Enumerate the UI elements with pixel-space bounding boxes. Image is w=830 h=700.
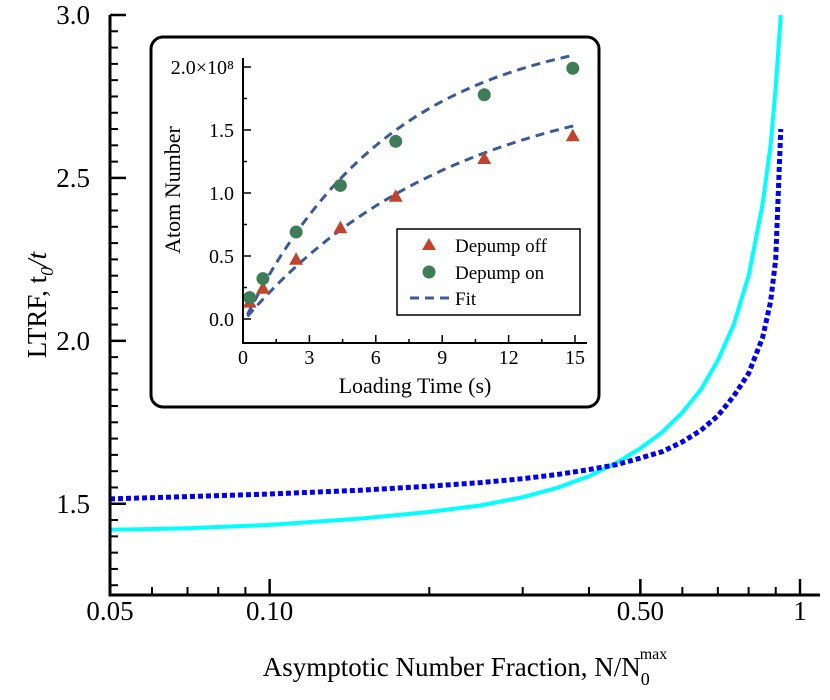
main-x-axis-title: Asymptotic Number Fraction, N/N0 max bbox=[263, 646, 668, 689]
inset-y-tick-label: 1.0 bbox=[209, 183, 234, 205]
inset-x-ticks bbox=[242, 335, 576, 343]
depump-off-point bbox=[333, 220, 348, 234]
fit-curve bbox=[246, 53, 576, 316]
legend-circle-marker bbox=[422, 265, 436, 279]
main-series-lines bbox=[109, 14, 784, 532]
inset-y-ticks bbox=[243, 66, 251, 320]
depump-off-point bbox=[565, 128, 580, 142]
inset-legend: Depump off Depump on Fit bbox=[396, 228, 581, 316]
main-x-axis-title-text: Asymptotic Number Fraction, N/N bbox=[263, 652, 641, 682]
main-x-tick-label: 0.10 bbox=[246, 596, 293, 626]
depump-on-point bbox=[477, 88, 491, 102]
main-y-tick-labels: 1.5 2.0 2.5 3.0 bbox=[56, 0, 90, 519]
inset-x-tick-label: 15 bbox=[565, 347, 585, 369]
main-chart: 0.05 0.10 0.50 1 1.52.02.53.0 Asymptotic Nu… bbox=[22, 0, 820, 689]
inset-y-axis-title: Atom Number bbox=[160, 125, 185, 253]
main-y-axis-title: LTRF, t0/t bbox=[22, 250, 57, 358]
depump-on-point bbox=[566, 61, 580, 75]
inset-x-tick-labels: 0 3 6 9 12 15 bbox=[238, 347, 585, 369]
inset-y-tick-label: 0.5 bbox=[209, 246, 234, 268]
main-x-axis-title-sup: max bbox=[640, 646, 668, 663]
solid-cyan-curve bbox=[109, 14, 783, 532]
dotted-blue-curve bbox=[109, 128, 784, 502]
main-y-tick-label: 2.5 bbox=[56, 163, 90, 193]
inset-x-axis-title: Loading Time (s) bbox=[339, 373, 492, 398]
inset-x-tick-label: 12 bbox=[499, 347, 519, 369]
main-y-axis-title-tail: /t bbox=[22, 250, 52, 269]
main-x-tick-label: 1 bbox=[793, 596, 807, 626]
inset-x-tick-label: 3 bbox=[304, 347, 314, 369]
inset-markers bbox=[242, 61, 580, 308]
inset-y-tick-label: 2.0×10⁸ bbox=[171, 57, 234, 79]
main-y-tick-label: 3.0 bbox=[56, 0, 90, 30]
main-x-tick-labels: 0.05 0.10 0.50 1 bbox=[86, 596, 806, 626]
main-y-tick-label: 1.5 bbox=[56, 489, 90, 519]
depump-on-point bbox=[256, 272, 270, 286]
inset-y-tick-labels: 0.0 0.5 1.0 1.5 2.0×10⁸ bbox=[171, 57, 234, 331]
depump-on-point bbox=[333, 178, 347, 192]
depump-on-point bbox=[289, 225, 303, 239]
depump-off-point bbox=[388, 189, 403, 202]
inset-fit-curves bbox=[246, 53, 576, 318]
main-y-ticks bbox=[110, 13, 126, 587]
fit-curve bbox=[246, 124, 576, 318]
inset-x-tick-label: 6 bbox=[371, 347, 381, 369]
inset-y-tick-label: 1.5 bbox=[209, 120, 234, 142]
legend-triangle-marker bbox=[422, 238, 436, 250]
legend-label-depump-on: Depump on bbox=[455, 263, 545, 284]
main-x-tick-label: 0.50 bbox=[617, 596, 664, 626]
depump-on-point bbox=[243, 291, 257, 305]
main-y-axis-title-text: LTRF, t bbox=[22, 275, 52, 358]
legend-label-fit: Fit bbox=[455, 289, 477, 310]
inset-y-tick-label: 0.0 bbox=[209, 309, 234, 331]
main-x-tick-label: 0.05 bbox=[86, 596, 133, 626]
depump-on-point bbox=[389, 134, 403, 148]
main-x-axis-title-sub: 0 bbox=[641, 669, 650, 689]
inset-x-tick-label: 0 bbox=[238, 347, 248, 369]
main-y-axis-title-sub: 0 bbox=[37, 267, 57, 276]
inset-x-tick-label: 9 bbox=[437, 347, 447, 369]
legend-label-depump-off: Depump off bbox=[455, 236, 548, 257]
main-y-tick-label: 2.0 bbox=[56, 326, 90, 356]
depump-off-point bbox=[477, 151, 492, 164]
depump-off-point bbox=[255, 281, 270, 294]
depump-off-point bbox=[289, 252, 304, 265]
inset-chart: 0 3 6 9 12 15 0.0 0.5 1.0 1.5 2.0×10⁸ Loading Tim… bbox=[149, 35, 601, 409]
main-x-ticks bbox=[108, 579, 802, 595]
